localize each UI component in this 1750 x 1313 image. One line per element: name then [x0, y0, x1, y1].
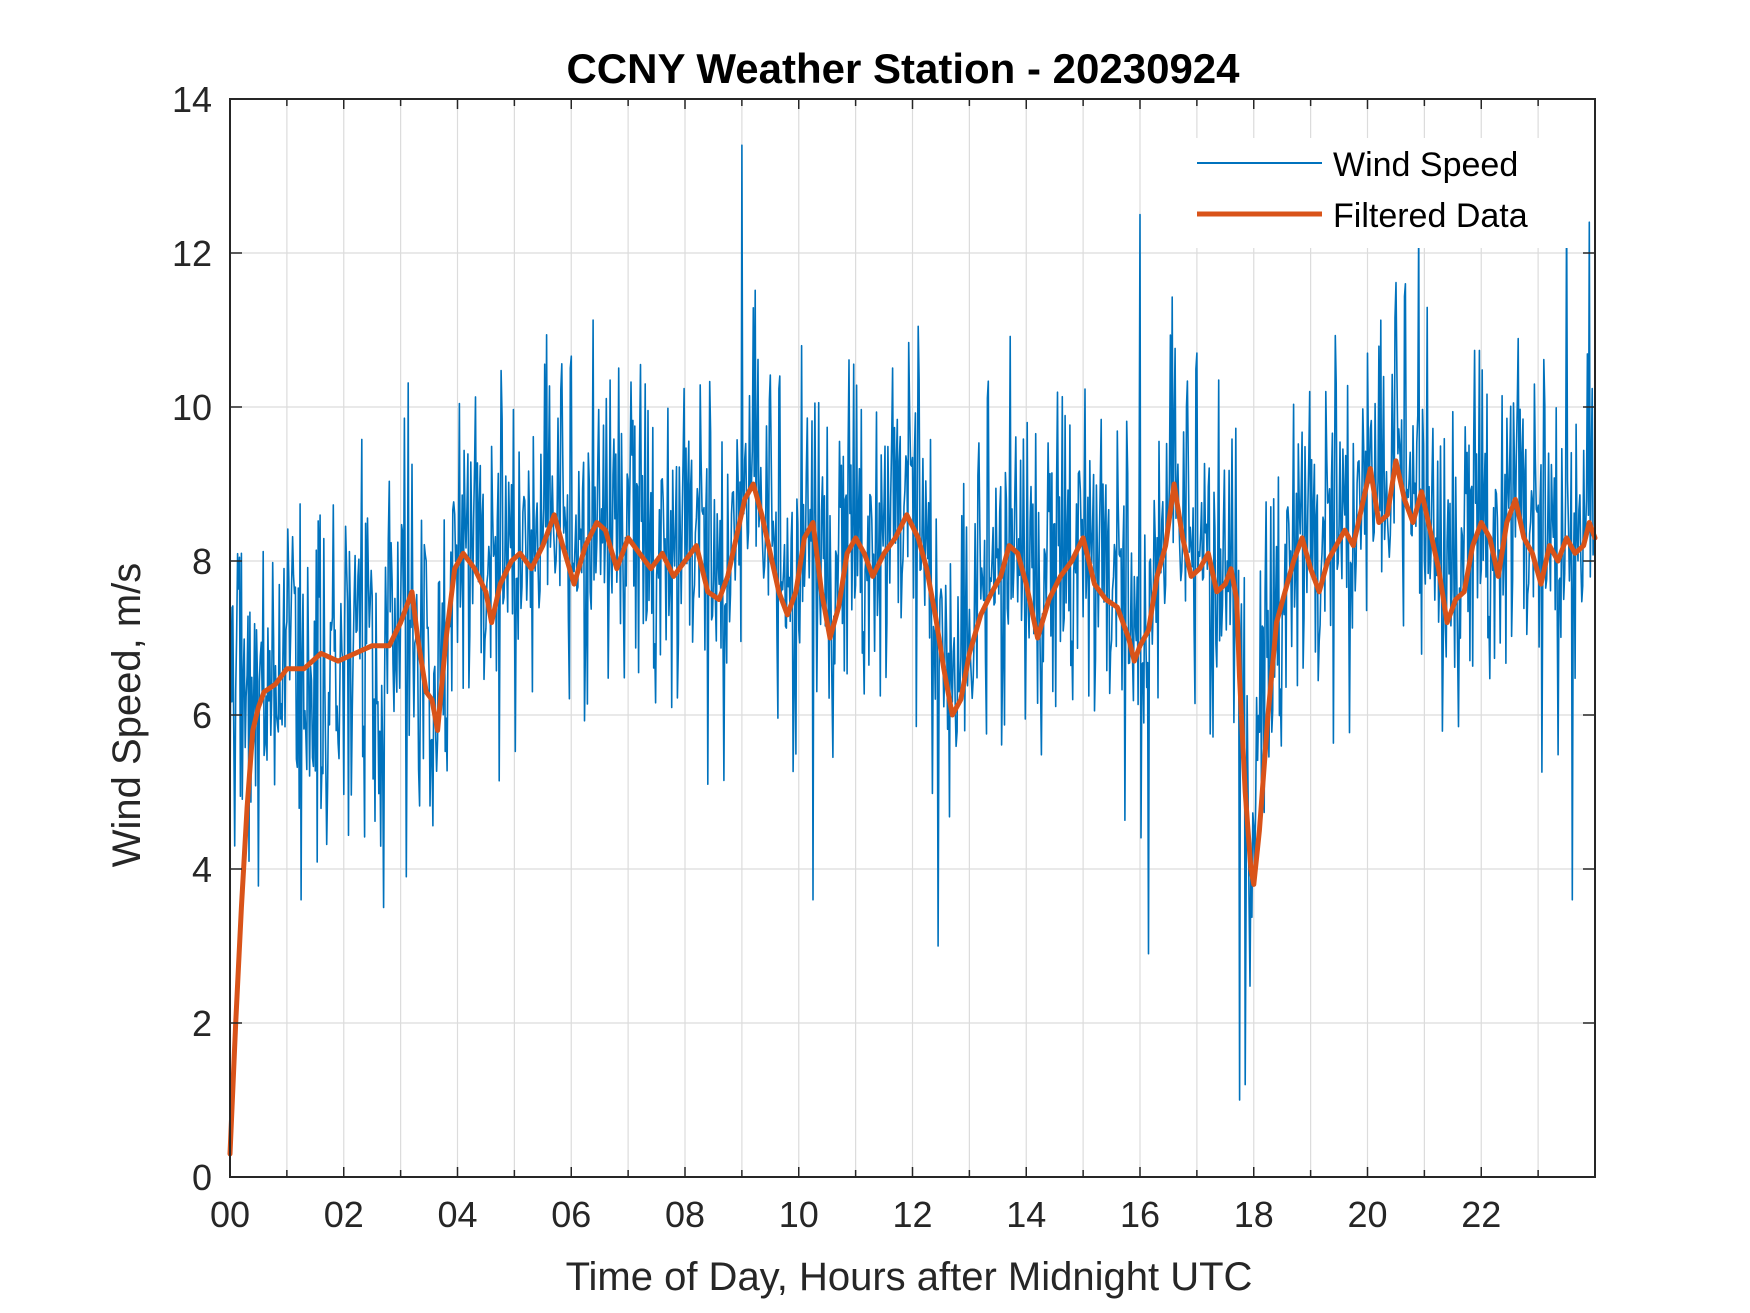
x-tick-label: 04 [437, 1194, 477, 1235]
filtered-data-line [227, 458, 1598, 1157]
x-axis-label: Time of Day, Hours after Midnight UTC [566, 1255, 1253, 1299]
x-tick-label: 12 [892, 1194, 932, 1235]
legend-label-filtered-data: Filtered Data [1333, 197, 1528, 235]
x-tick-label: 18 [1234, 1194, 1274, 1235]
y-tick-label: 0 [192, 1157, 212, 1198]
y-tick-label: 14 [172, 79, 212, 120]
filtered-data-series [227, 458, 1598, 1157]
chart-title: CCNY Weather Station - 20230924 [566, 45, 1240, 92]
x-tick-label: 22 [1461, 1194, 1501, 1235]
y-tick-label: 4 [192, 849, 212, 890]
wind-speed-line [229, 144, 1595, 1101]
y-tick-label: 10 [172, 387, 212, 428]
grid-lines [230, 99, 1595, 1177]
y-tick-label: 6 [192, 695, 212, 736]
y-tick-label: 12 [172, 233, 212, 274]
x-tick-label: 08 [665, 1194, 705, 1235]
x-tick-label: 06 [551, 1194, 591, 1235]
x-tick-label: 00 [210, 1194, 250, 1235]
x-tick-label: 02 [324, 1194, 364, 1235]
legend: Wind Speed Filtered Data [1188, 138, 1568, 248]
x-tick-label: 14 [1006, 1194, 1046, 1235]
y-tick-labels: 0 2 4 6 8 10 12 14 [172, 79, 212, 1198]
x-tick-label: 10 [779, 1194, 819, 1235]
y-tick-label: 8 [192, 541, 212, 582]
x-tick-labels: 00 02 04 06 08 10 12 14 16 18 20 22 [210, 1194, 1501, 1235]
legend-box [1188, 138, 1568, 248]
axis-ticks [230, 98, 1595, 1178]
x-tick-label: 16 [1120, 1194, 1160, 1235]
y-tick-label: 2 [192, 1003, 212, 1044]
wind-speed-series [229, 144, 1595, 1101]
legend-label-wind-speed: Wind Speed [1333, 146, 1518, 184]
x-tick-label: 20 [1347, 1194, 1387, 1235]
y-axis-label: Wind Speed, m/s [105, 563, 149, 868]
